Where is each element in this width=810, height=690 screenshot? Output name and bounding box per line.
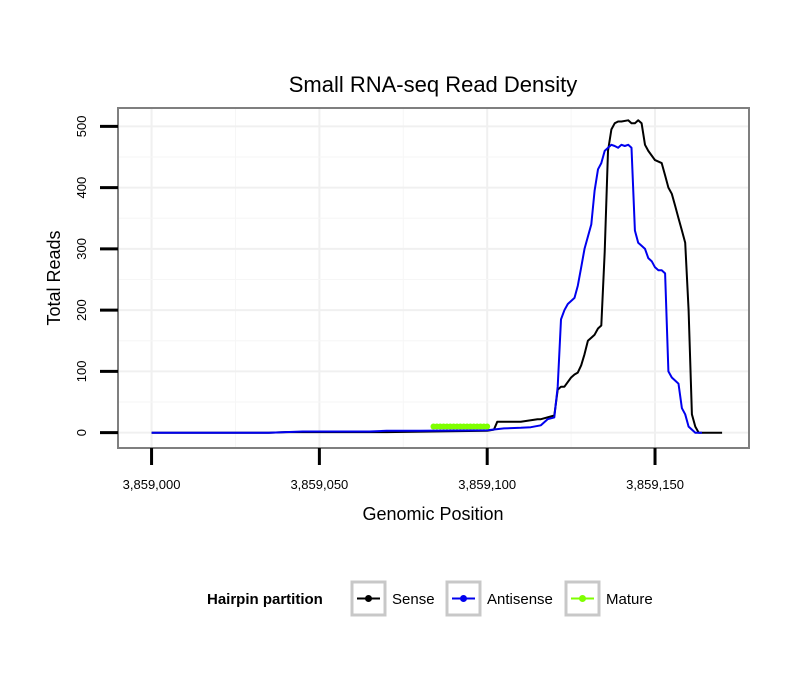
x-tick-label: 3,859,100	[458, 477, 516, 492]
mature-point	[484, 423, 491, 430]
y-tick-label: 400	[74, 177, 89, 199]
legend-title: Hairpin partition	[207, 591, 323, 608]
chart-title: Small RNA-seq Read Density	[289, 72, 578, 97]
legend-key-point	[579, 595, 586, 602]
legend-entries: Sense Antisense Mature	[350, 580, 653, 617]
y-tick-label: 300	[74, 238, 89, 260]
y-tick-label: 100	[74, 361, 89, 383]
legend-label: Antisense	[487, 591, 553, 608]
legend-key-point	[365, 595, 372, 602]
legend-item-sense: Sense	[350, 580, 435, 617]
panel-border	[117, 107, 750, 449]
legend: Hairpin partition Sense Antisense Mature	[207, 580, 653, 617]
legend-label: Sense	[392, 591, 435, 608]
x-tick-label: 3,859,000	[123, 477, 181, 492]
series-line-sense	[151, 119, 723, 434]
legend-item-antisense: Antisense	[445, 580, 553, 617]
y-tick-label: 200	[74, 299, 89, 321]
legend-item-mature: Mature	[564, 580, 653, 617]
x-tick-label: 3,859,150	[626, 477, 684, 492]
y-tick-label: 0	[74, 429, 89, 436]
y-axis-title: Total Reads	[44, 230, 64, 325]
series-layer	[151, 119, 723, 434]
y-tick-label: 500	[74, 116, 89, 138]
legend-key-point	[460, 595, 467, 602]
x-axis-title: Genomic Position	[362, 504, 503, 524]
legend-label: Mature	[606, 591, 653, 608]
series-line-antisense	[151, 143, 702, 434]
axis-layer: 3,859,000 3,859,050 3,859,100 3,859,150 0 100…	[74, 116, 684, 492]
x-tick-label: 3,859,050	[290, 477, 348, 492]
